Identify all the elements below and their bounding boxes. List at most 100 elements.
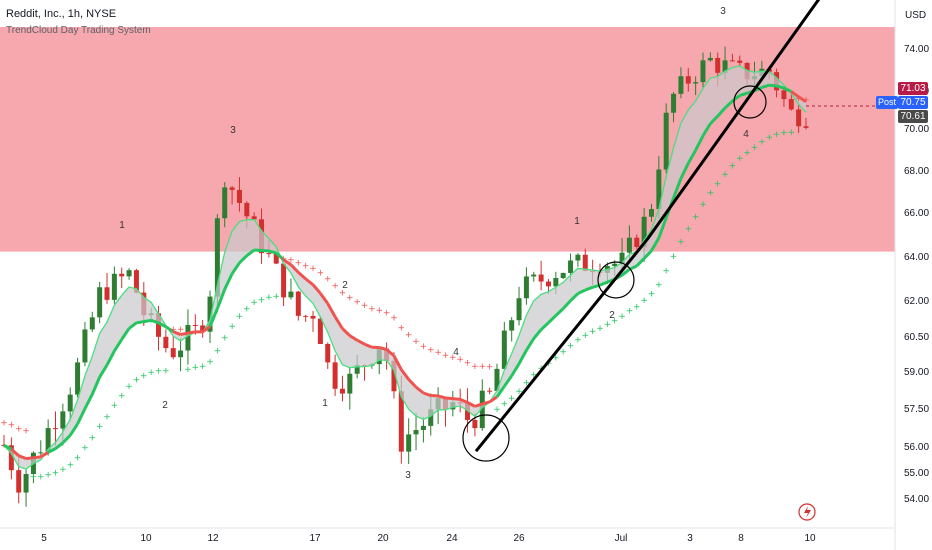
x-tick-label: 10	[140, 533, 152, 544]
candle-body	[53, 428, 59, 430]
slow-ema-segment	[657, 217, 668, 239]
slow-ema-segment	[400, 368, 410, 381]
candle-body	[38, 452, 44, 454]
trail-cross: +	[449, 353, 457, 363]
slow-ema-segment	[635, 257, 646, 268]
trail-cross: +	[133, 375, 141, 385]
slow-ema-segment	[547, 314, 557, 324]
trail-cross: +	[177, 325, 185, 335]
trail-cross: +	[30, 473, 38, 483]
trail-cross: +	[228, 322, 236, 332]
candle-body	[715, 57, 721, 73]
slow-ema-segment	[363, 342, 373, 349]
candle-body	[406, 434, 412, 452]
trail-cross: +	[140, 371, 148, 381]
x-tick-label: 20	[377, 533, 389, 544]
trail-cross: +	[59, 465, 67, 475]
trail-cross: +	[221, 334, 229, 344]
x-tick-label: 8	[738, 533, 744, 544]
slow-ema-segment	[68, 423, 79, 437]
trail-cross: +	[581, 331, 589, 341]
slow-ema-segment	[33, 455, 41, 460]
slow-ema-segment	[584, 285, 594, 292]
slow-ema-segment	[61, 434, 72, 444]
slow-ema-segment	[761, 83, 770, 89]
trail-cross: +	[515, 387, 523, 397]
trail-cross: +	[81, 444, 89, 454]
candle-body	[104, 287, 110, 300]
lightning-icon[interactable]	[804, 506, 811, 518]
slow-ema-segment	[488, 395, 498, 404]
trail-cross: +	[604, 320, 612, 330]
slow-ema-segment	[40, 451, 49, 459]
candle-body	[163, 336, 169, 349]
slow-ema-segment	[238, 254, 248, 264]
trail-cross: +	[655, 280, 663, 290]
slow-ema-segment	[98, 364, 109, 378]
wave-label: 3	[230, 125, 236, 136]
slow-ema-segment	[10, 447, 20, 457]
trail-cross: +	[611, 316, 619, 326]
trail-cross: +	[368, 305, 376, 315]
trail-cross: +	[250, 298, 258, 308]
candle-body	[67, 394, 73, 412]
slow-ema-segment	[709, 115, 719, 125]
candle-body	[398, 391, 404, 452]
alert-icon[interactable]	[798, 503, 816, 521]
candle-body	[568, 260, 574, 273]
candle-body	[575, 254, 581, 261]
slow-ema-segment	[18, 454, 27, 460]
y-tick-label: 62.00	[904, 296, 929, 307]
y-tick-label: 55.00	[904, 468, 929, 479]
trail-cross: +	[111, 401, 119, 411]
slow-ema-segment	[753, 86, 763, 93]
candle-body	[641, 216, 647, 248]
candle-body	[671, 93, 677, 113]
trail-cross: +	[751, 143, 759, 153]
candle-body	[236, 189, 242, 203]
trail-cross: +	[96, 422, 104, 432]
slow-ema-segment	[495, 385, 506, 398]
trail-cross: +	[486, 362, 494, 372]
slow-ema-segment	[392, 355, 403, 371]
x-tick-label: 24	[446, 533, 458, 544]
slow-ema-segment	[672, 178, 683, 199]
candle-body	[479, 390, 485, 429]
candle-body	[487, 390, 493, 392]
slow-ema-segment	[187, 330, 196, 335]
candle-body	[200, 325, 206, 332]
slow-ema-segment	[215, 288, 227, 310]
candle-body	[16, 470, 22, 493]
candle-body	[626, 237, 632, 253]
trail-cross: +	[346, 294, 354, 304]
candle-body	[156, 313, 162, 337]
trail-cross: +	[125, 382, 133, 392]
slow-ema-segment	[378, 346, 388, 351]
candle-body	[420, 425, 426, 431]
candle-body	[170, 348, 176, 358]
trail-cross: +	[317, 269, 325, 279]
candle-body	[465, 403, 471, 420]
trail-cross: +	[118, 391, 126, 401]
candle-body	[619, 252, 625, 264]
slow-ema-segment	[245, 248, 256, 257]
candle-body	[545, 281, 551, 287]
trail-cross: +	[214, 347, 222, 357]
y-tick-label: 54.00	[904, 494, 929, 505]
price-tag-high: 71.03	[898, 82, 928, 95]
trail-cross: +	[530, 371, 538, 381]
slow-ema-segment	[445, 396, 453, 401]
candle-body	[428, 409, 434, 426]
x-tick-label: 3	[687, 533, 693, 544]
trail-cross: +	[383, 309, 391, 319]
wave-label: 2	[162, 400, 168, 411]
slow-ema-segment	[349, 334, 358, 342]
slow-ema-segment	[769, 83, 777, 88]
trail-cross: +	[780, 128, 788, 138]
trail-cross: +	[442, 351, 450, 361]
slow-ema-segment	[569, 292, 579, 302]
slow-ema-segment	[319, 292, 329, 305]
candle-body	[281, 263, 287, 298]
trail-cross: +	[8, 421, 16, 431]
